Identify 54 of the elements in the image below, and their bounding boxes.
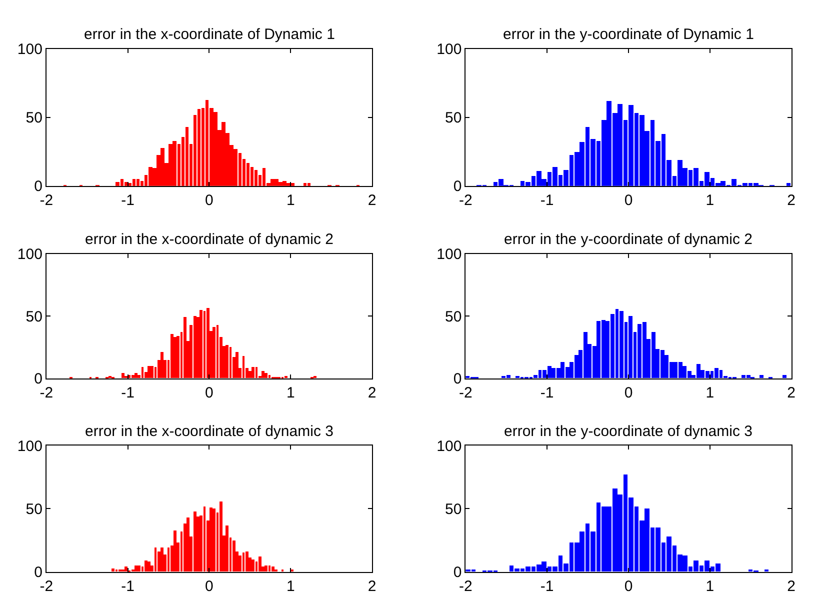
x-tick-label: -1 [540,578,554,595]
y-tick-label: 50 [445,110,462,127]
y-tick-label: 0 [453,370,462,388]
x-tick-label: 0 [624,384,633,402]
y-tick-label: 50 [26,500,42,518]
x-tick-label: -2 [459,578,472,595]
x-tick-label: -2 [459,192,472,209]
y-tick-label: 50 [445,308,462,326]
y-tick-label: 100 [17,41,42,58]
y-tick-label: 0 [34,564,42,582]
chart-title: error in the y-coordinate of dynamic 3 [504,423,752,440]
x-tick-label: 1 [286,192,295,209]
x-tick-label: -1 [121,192,135,209]
x-tick-label: 2 [368,578,376,595]
chart-title: error in the x-coordinate of Dynamic 1 [84,26,335,43]
x-tick-label: 0 [205,384,214,402]
y-tick-label: 100 [17,246,42,264]
y-tick-label: 50 [26,308,42,326]
y-tick-label: 50 [26,110,42,127]
x-tick-label: 1 [706,578,714,595]
x-tick-label: 1 [706,192,714,209]
x-tick-label: 2 [787,192,796,209]
chart-title: error in the x-coordinate of dynamic 2 [85,231,334,248]
x-tick-label: -2 [40,578,54,595]
y-tick-label: 50 [445,500,462,518]
x-tick-label: -1 [540,384,554,402]
y-tick-label: 100 [436,246,462,264]
x-tick-label: 0 [205,578,214,595]
chart-title: error in the y-coordinate of dynamic 2 [504,231,752,248]
x-tick-label: 1 [286,578,295,595]
x-tick-label: 2 [787,578,796,595]
x-tick-label: -1 [121,578,135,595]
x-tick-label: 2 [368,384,376,402]
x-tick-label: 2 [787,384,796,402]
y-tick-label: 100 [17,438,42,455]
x-tick-label: 2 [368,192,376,209]
x-tick-label: 1 [286,384,295,402]
x-tick-label: -2 [40,384,54,402]
y-tick-label: 0 [34,370,42,388]
y-tick-label: 100 [436,41,462,58]
x-tick-label: -1 [121,384,135,402]
x-tick-label: -1 [540,192,554,209]
x-tick-label: 0 [624,578,633,595]
x-tick-label: -2 [459,384,472,402]
x-tick-label: -2 [40,192,54,209]
x-tick-label: 0 [624,192,633,209]
y-tick-label: 0 [34,178,42,196]
chart-title: error in the y-coordinate of Dynamic 1 [503,26,754,43]
y-tick-label: 100 [436,438,462,455]
y-tick-label: 0 [453,564,462,582]
x-tick-label: 1 [706,384,714,402]
chart-title: error in the x-coordinate of dynamic 3 [85,423,334,440]
x-tick-label: 0 [205,192,214,209]
y-tick-label: 0 [453,178,462,196]
